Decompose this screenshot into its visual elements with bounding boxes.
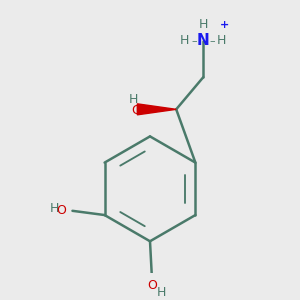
Text: H: H [50,202,59,215]
Text: +: + [220,20,229,30]
Text: O: O [131,104,141,117]
Text: –: – [191,36,197,46]
Text: O: O [147,279,157,292]
Text: N: N [197,33,210,48]
Polygon shape [137,104,176,115]
Text: –: – [210,36,215,46]
Text: H: H [199,18,208,31]
Text: H: H [128,93,138,106]
Text: H: H [217,34,226,47]
Text: O: O [57,204,67,217]
Text: H: H [157,286,167,299]
Text: H: H [180,34,189,47]
